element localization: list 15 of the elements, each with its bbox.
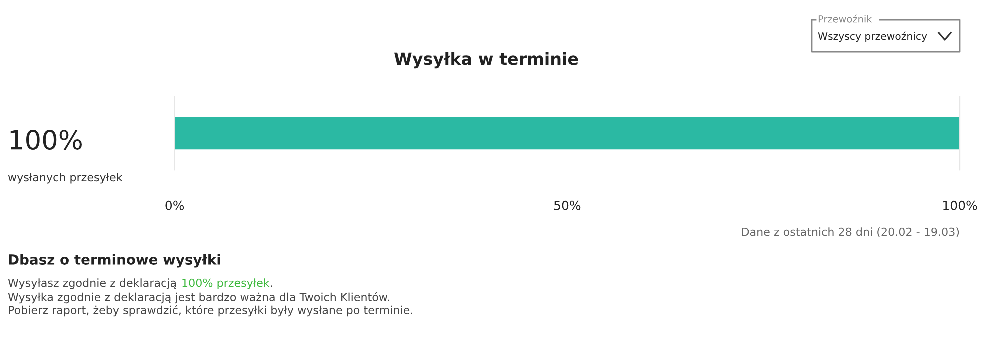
text: Wszyscy przewoźnicy (818, 32, 928, 42)
text: Pobierz raport, żeby sprawdzić, które przesyłki były wysłane po terminie. (9, 305, 413, 317)
text: 100% (10, 130, 82, 150)
chart-title: Wysyłka w terminie (394, 52, 578, 69)
x-tick-label: 50% (554, 200, 581, 210)
text: Dbasz o terminowe wysyłki (9, 254, 220, 268)
text: wysłanych przesyłek (8, 172, 123, 184)
x-tick-label: 0% (166, 200, 184, 210)
text: 100% przesyłek (182, 278, 270, 290)
text: Przewoźnik (818, 14, 872, 23)
text: Dane z ostatnich 28 dni (20.02 - 19.03) (742, 228, 960, 238)
x-tick-label: 100% (944, 200, 978, 210)
text: Wysyłka zgodnie z deklaracją jest bardzo ważna dla Twoich Klientów. (8, 292, 390, 304)
text: . (271, 286, 272, 288)
text: Wysyłasz zgodnie z deklaracją (8, 278, 176, 290)
